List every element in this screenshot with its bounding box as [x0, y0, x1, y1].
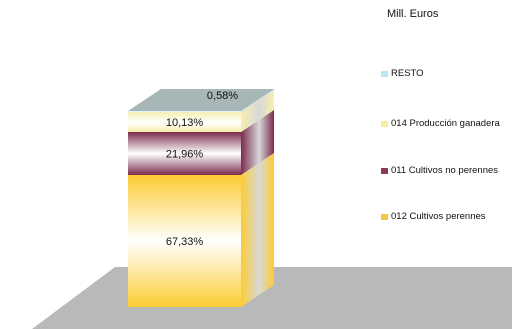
legend: RESTO 014 Producción ganadera 011 Cultiv…: [381, 0, 512, 329]
legend-label: 011 Cultivos no perennes: [391, 165, 499, 176]
legend-item-resto: RESTO: [381, 68, 424, 79]
data-label: 21,96%: [166, 149, 204, 161]
bar-segment-side: [241, 153, 274, 307]
legend-item-produccion-ganadera: 014 Producción ganadera: [381, 118, 500, 129]
bar-segment-side: [241, 89, 274, 113]
data-label: 10,13%: [166, 117, 204, 129]
bar-segment-front: [128, 111, 241, 113]
data-label: 67,33%: [166, 236, 204, 248]
legend-label: 012 Cultivos perennes: [391, 211, 486, 222]
legend-swatch: [381, 120, 388, 127]
legend-item-cultivos-no-perennes: 011 Cultivos no perennes: [381, 165, 498, 176]
bar-segments: [128, 89, 274, 307]
bar-segment-front: [128, 112, 241, 132]
legend-label: 014 Producción ganadera: [391, 118, 500, 129]
data-label: 0,58%: [207, 90, 238, 102]
bar-segment-side: [241, 90, 274, 132]
bar-segment-front: [128, 175, 241, 307]
legend-item-cultivos-perennes: 012 Cultivos perennes: [381, 211, 486, 222]
legend-label: RESTO: [391, 68, 424, 79]
unit-label: Mill. Euros: [387, 8, 439, 20]
legend-swatch: [381, 167, 388, 174]
bar-segment-front: [128, 131, 241, 176]
bar-top-face: [128, 89, 274, 111]
legend-swatch: [381, 70, 388, 77]
legend-swatch: [381, 213, 388, 220]
bar-segment-side: [241, 109, 274, 176]
data-labels: 67,33% 21,96% 10,13% 0,58%: [166, 90, 238, 248]
